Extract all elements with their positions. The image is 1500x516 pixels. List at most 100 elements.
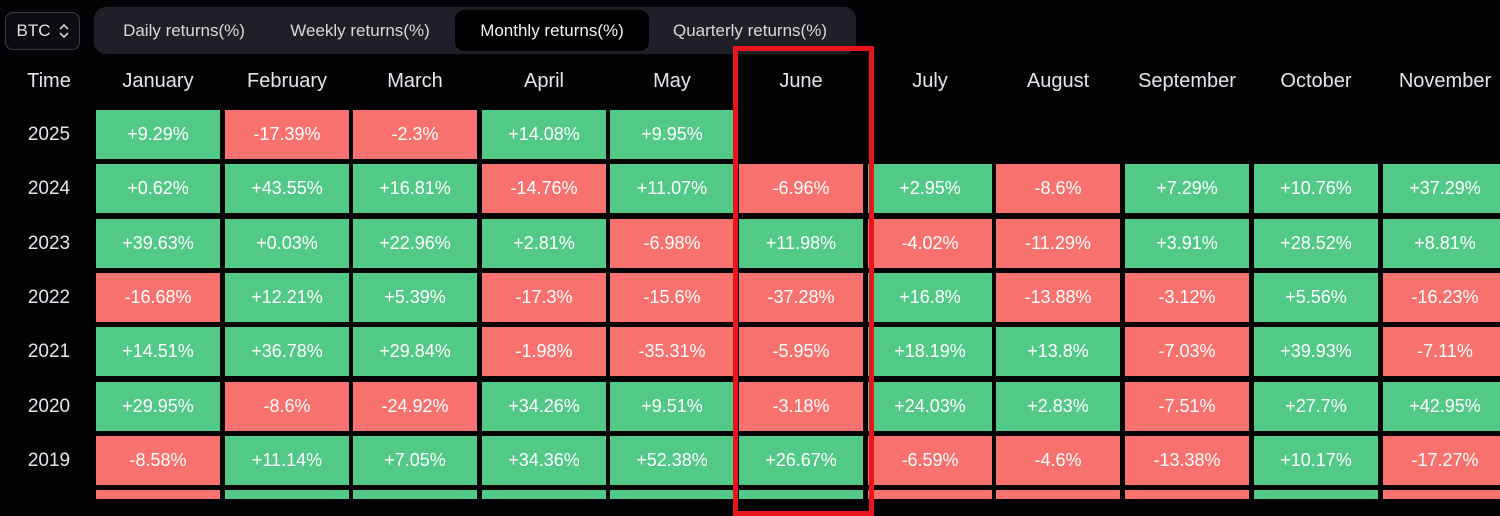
return-cell[interactable]: +10.76%: [1254, 164, 1378, 213]
return-cell[interactable]: -4.6%: [996, 436, 1120, 485]
return-cell[interactable]: +39.63%: [96, 219, 220, 268]
return-cell[interactable]: -17.39%: [225, 110, 349, 159]
return-cell[interactable]: +13.8%: [996, 327, 1120, 376]
return-cell[interactable]: -13.88%: [996, 273, 1120, 322]
tab-weekly-returns[interactable]: Weekly returns(%): [290, 20, 430, 40]
return-cell[interactable]: +27.7%: [1254, 382, 1378, 431]
return-cell[interactable]: -3.18%: [739, 382, 863, 431]
return-cell[interactable]: -5.95%: [739, 327, 863, 376]
return-cell[interactable]: +11.07%: [610, 164, 734, 213]
return-cell[interactable]: -6.98%: [610, 219, 734, 268]
return-cell[interactable]: -37.28%: [739, 273, 863, 322]
return-cell[interactable]: +2.81%: [482, 219, 606, 268]
return-cell[interactable]: +16.8%: [868, 273, 992, 322]
return-cell[interactable]: -8.6%: [996, 164, 1120, 213]
return-cell[interactable]: -7.51%: [1125, 382, 1249, 431]
return-cell[interactable]: +0.03%: [225, 219, 349, 268]
return-cell-partial: [482, 490, 606, 499]
return-cell-partial: [1125, 490, 1249, 499]
return-cell[interactable]: -35.31%: [610, 327, 734, 376]
row-year-label: 2022: [27, 286, 71, 308]
column-header-may: May: [653, 69, 691, 92]
column-header-april: April: [523, 69, 564, 92]
asset-selector[interactable]: BTC: [5, 12, 80, 50]
return-cell[interactable]: -7.11%: [1383, 327, 1500, 376]
return-cell[interactable]: +22.96%: [353, 219, 477, 268]
return-cell[interactable]: +42.95%: [1383, 382, 1500, 431]
return-cell[interactable]: +2.95%: [868, 164, 992, 213]
row-year-label: 2025: [27, 123, 71, 145]
return-cell[interactable]: +29.95%: [96, 382, 220, 431]
return-cell[interactable]: -24.92%: [353, 382, 477, 431]
return-cell[interactable]: -16.23%: [1383, 273, 1500, 322]
return-cell[interactable]: -11.29%: [996, 219, 1120, 268]
return-cell[interactable]: +5.56%: [1254, 273, 1378, 322]
return-cell[interactable]: +24.03%: [868, 382, 992, 431]
return-cell[interactable]: -7.03%: [1125, 327, 1249, 376]
row-year-label: 2024: [27, 177, 71, 199]
row-year-label: 2020: [27, 395, 71, 417]
return-cell[interactable]: -13.38%: [1125, 436, 1249, 485]
return-cell[interactable]: -2.3%: [353, 110, 477, 159]
return-cell[interactable]: +26.67%: [739, 436, 863, 485]
return-cell[interactable]: +5.39%: [353, 273, 477, 322]
return-cell[interactable]: -16.68%: [96, 273, 220, 322]
return-cell-partial: [739, 490, 863, 499]
column-header-january: January: [122, 69, 194, 92]
return-cell[interactable]: +34.36%: [482, 436, 606, 485]
return-cell[interactable]: +10.17%: [1254, 436, 1378, 485]
return-cell[interactable]: +8.81%: [1383, 219, 1500, 268]
return-cell[interactable]: -17.27%: [1383, 436, 1500, 485]
return-cell[interactable]: -4.02%: [868, 219, 992, 268]
return-cell[interactable]: +43.55%: [225, 164, 349, 213]
return-cell[interactable]: +9.51%: [610, 382, 734, 431]
return-cell[interactable]: +16.81%: [353, 164, 477, 213]
return-cell-partial: [868, 490, 992, 499]
return-cell[interactable]: +3.91%: [1125, 219, 1249, 268]
returns-period-tabs: Daily returns(%) Weekly returns(%) Month…: [94, 7, 856, 54]
return-cell[interactable]: +36.78%: [225, 327, 349, 376]
column-header-time: Time: [27, 69, 71, 92]
return-cell[interactable]: +14.08%: [482, 110, 606, 159]
return-cell[interactable]: -15.6%: [610, 273, 734, 322]
return-cell[interactable]: +28.52%: [1254, 219, 1378, 268]
return-cell[interactable]: -14.76%: [482, 164, 606, 213]
return-cell[interactable]: +2.83%: [996, 382, 1120, 431]
return-cell[interactable]: +9.29%: [96, 110, 220, 159]
return-cell[interactable]: -6.96%: [739, 164, 863, 213]
column-header-october: October: [1280, 69, 1352, 92]
return-cell[interactable]: -3.12%: [1125, 273, 1249, 322]
return-cell[interactable]: -1.98%: [482, 327, 606, 376]
return-cell[interactable]: +14.51%: [96, 327, 220, 376]
return-cell[interactable]: -6.59%: [868, 436, 992, 485]
tab-daily-returns[interactable]: Daily returns(%): [123, 20, 245, 40]
return-cell[interactable]: +29.84%: [353, 327, 477, 376]
column-header-june: June: [779, 69, 823, 92]
return-cell[interactable]: +11.98%: [739, 219, 863, 268]
return-cell[interactable]: +39.93%: [1254, 327, 1378, 376]
column-header-february: February: [246, 69, 328, 92]
return-cell-partial: [225, 490, 349, 499]
return-cell[interactable]: +52.38%: [610, 436, 734, 485]
return-cell-partial: [610, 490, 734, 499]
return-cell[interactable]: +11.14%: [225, 436, 349, 485]
return-cell[interactable]: +34.26%: [482, 382, 606, 431]
return-cell[interactable]: -8.58%: [96, 436, 220, 485]
return-cell[interactable]: -17.3%: [482, 273, 606, 322]
return-cell[interactable]: +0.62%: [96, 164, 220, 213]
column-header-november: November: [1398, 69, 1492, 92]
return-cell[interactable]: +37.29%: [1383, 164, 1500, 213]
return-cell-partial: [353, 490, 477, 499]
tab-monthly-returns[interactable]: Monthly returns(%): [455, 10, 649, 51]
return-cell[interactable]: -8.6%: [225, 382, 349, 431]
asset-selector-value: BTC: [16, 21, 51, 40]
return-cell[interactable]: +7.29%: [1125, 164, 1249, 213]
return-cell[interactable]: +18.19%: [868, 327, 992, 376]
return-cell-partial: [96, 490, 220, 499]
return-cell[interactable]: +9.95%: [610, 110, 734, 159]
column-header-september: September: [1138, 69, 1236, 92]
tab-quarterly-returns[interactable]: Quarterly returns(%): [673, 20, 827, 40]
return-cell[interactable]: +7.05%: [353, 436, 477, 485]
return-cell[interactable]: +12.21%: [225, 273, 349, 322]
row-year-label: 2021: [27, 340, 71, 362]
